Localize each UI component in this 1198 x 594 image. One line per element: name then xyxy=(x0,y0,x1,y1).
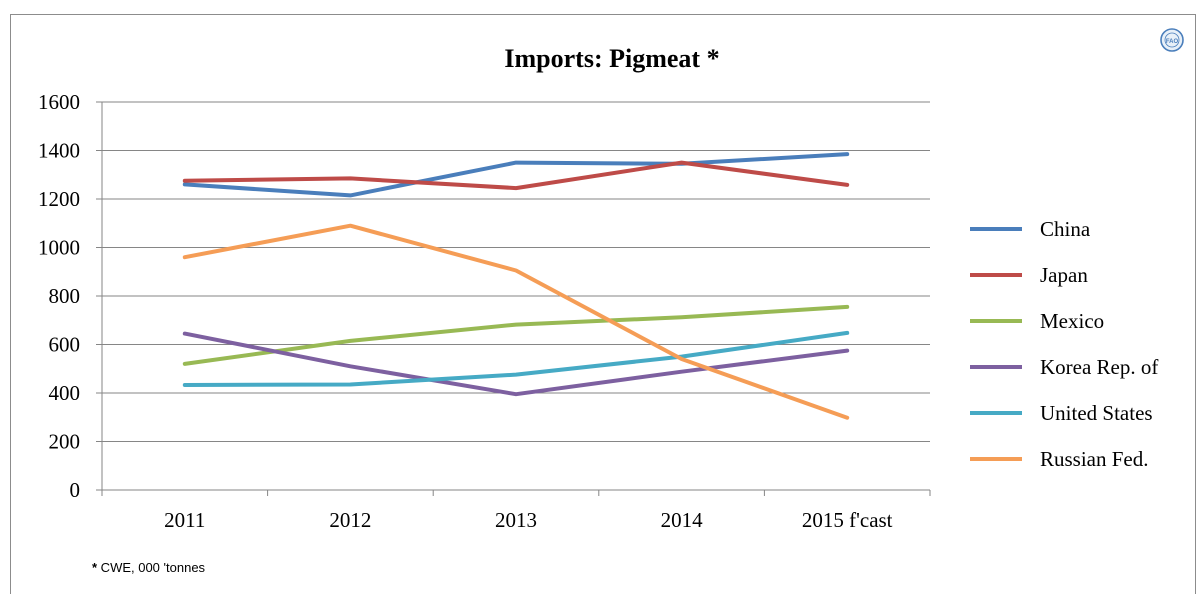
y-tick-label: 800 xyxy=(49,284,81,308)
legend-label-china: China xyxy=(1040,217,1091,241)
y-tick-label: 0 xyxy=(70,478,81,502)
footnote-text: CWE, 000 'tonnes xyxy=(97,560,206,575)
legend: China Japan Mexico Korea Rep. of United Stat… xyxy=(970,217,1158,471)
chart-frame xyxy=(10,14,1196,594)
legend-label-united-states: United States xyxy=(1040,401,1153,425)
legend-label-japan: Japan xyxy=(1040,263,1088,287)
axes xyxy=(96,101,931,496)
legend-label-mexico: Mexico xyxy=(1040,309,1104,333)
series-line-korea-rep-of xyxy=(182,331,850,397)
series-line-united-states xyxy=(182,330,850,387)
fao-logo-icon: FAO xyxy=(1160,28,1184,52)
y-tick-label: 1400 xyxy=(38,139,80,163)
y-tick-label: 1200 xyxy=(38,187,80,211)
series-line-china xyxy=(182,152,850,198)
footnote: * CWE, 000 'tonnes xyxy=(92,560,205,575)
series-line-mexico xyxy=(182,304,850,366)
x-tick-label: 2011 xyxy=(164,508,205,532)
x-tick-label: 2015 f'cast xyxy=(802,508,893,532)
y-tick-label: 600 xyxy=(49,333,81,357)
legend-label-russian-fed: Russian Fed. xyxy=(1040,447,1149,471)
legend-label-korea-rep-of: Korea Rep. of xyxy=(1040,355,1158,379)
y-tick-label: 1600 xyxy=(38,90,80,114)
x-axis-tick-labels: 2011 2012 2013 2014 2015 f'cast xyxy=(164,508,893,532)
chart-title: Imports: Pigmeat * xyxy=(504,44,719,73)
x-tick-label: 2012 xyxy=(329,508,371,532)
y-tick-label: 1000 xyxy=(38,236,80,260)
y-axis-tick-labels: 0 200 400 600 800 1000 1200 1400 1600 xyxy=(38,90,80,502)
series-line-japan xyxy=(182,160,850,191)
y-tick-label: 200 xyxy=(49,430,81,454)
footnote-marker: * xyxy=(92,560,98,575)
series-lines xyxy=(182,152,850,420)
gridlines xyxy=(102,101,930,442)
series-line-russian-fed xyxy=(182,223,850,420)
x-tick-label: 2014 xyxy=(661,508,704,532)
y-tick-label: 400 xyxy=(49,381,81,405)
x-tick-label: 2013 xyxy=(495,508,537,532)
fao-logo-text: FAO xyxy=(1166,39,1179,45)
